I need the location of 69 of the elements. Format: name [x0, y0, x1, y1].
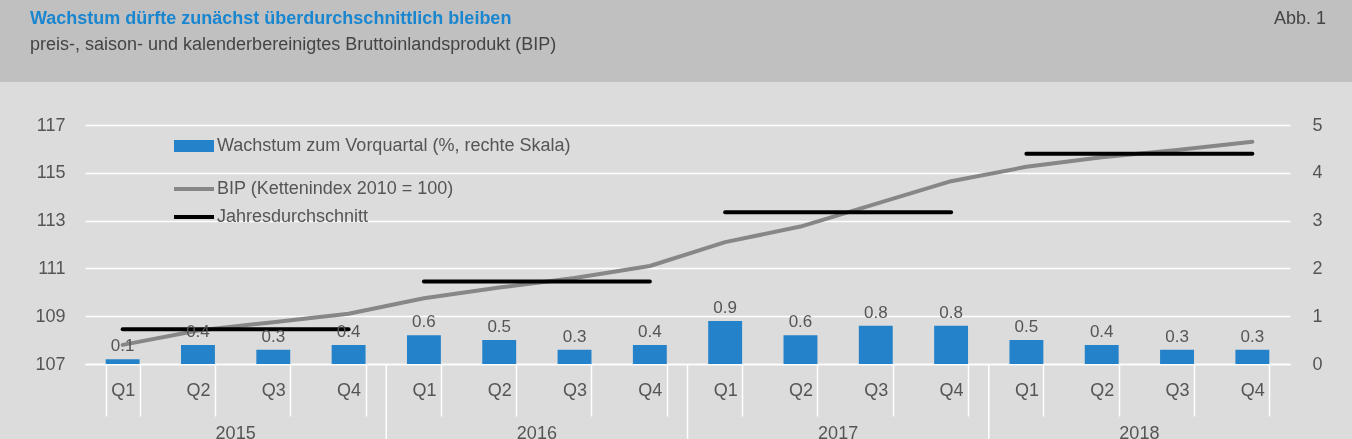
data-label: 0.6	[788, 312, 813, 332]
caption: Abb. 1	[1273, 8, 1326, 29]
y2-tick-label: 0	[1312, 353, 1323, 374]
x-tick-label: Q2	[487, 379, 512, 400]
x-tick-label: Q4	[638, 379, 663, 400]
text: 2017	[818, 423, 859, 439]
x-tick-label: Q2	[788, 379, 813, 400]
data-label: 0.4	[1089, 321, 1114, 341]
bar	[632, 344, 667, 364]
bar	[934, 325, 969, 364]
x-tick-label: Q4	[1240, 379, 1265, 400]
chart-title: Wachstum dürfte zunächst überdurchschnittlich bleiben	[30, 8, 512, 29]
data-label: 0.9	[713, 297, 737, 317]
x-tick-label: Q1	[111, 379, 136, 400]
data-label: 0.8	[939, 302, 963, 322]
y2-tick-label: 3	[1312, 210, 1323, 231]
bar	[1235, 349, 1270, 364]
text: 2015	[215, 423, 256, 439]
x-tick-label: Q3	[563, 379, 588, 400]
legend-label: Wachstum zum Vorquartal (%, rechte Skala)	[217, 135, 571, 155]
x-tick-label: Q4	[337, 379, 362, 400]
y2-tick-label: 2	[1312, 257, 1323, 278]
bar	[557, 349, 592, 364]
chart-subtitle: preis-, saison- und kalenderbereinigtes Bruttoinlandsprodukt (BIP)	[30, 34, 557, 55]
y-tick-label: 115	[36, 162, 66, 183]
data-label: 0.4	[638, 321, 662, 341]
data-label: 0.8	[863, 302, 888, 322]
bar	[1009, 340, 1044, 364]
data-label: 0.4	[186, 321, 210, 341]
bar	[1084, 344, 1119, 364]
y2-tick-label: 5	[1312, 114, 1323, 135]
data-label: 0.5	[1014, 317, 1039, 337]
bar	[708, 320, 743, 364]
x-tick-label: Q4	[939, 379, 964, 400]
y-tick-label: 117	[36, 114, 66, 135]
y-tick-label: 109	[35, 305, 66, 326]
bar	[331, 344, 366, 364]
x-tick-label: Q1	[412, 379, 437, 400]
bar	[105, 359, 140, 364]
text: 2016	[516, 423, 557, 439]
bar	[783, 335, 818, 364]
bar	[482, 340, 517, 364]
bar	[858, 325, 893, 364]
data-label: 0.5	[487, 317, 512, 337]
bar	[256, 349, 291, 364]
data-label: 0.1	[110, 336, 135, 356]
text: 2018	[1119, 423, 1160, 439]
y-tick-label: 107	[35, 353, 66, 374]
x-tick-label: Q1	[713, 379, 738, 400]
legend-label: BIP (Kettenindex 2010 = 100)	[217, 178, 454, 198]
y-tick-label: 113	[36, 210, 66, 231]
bar	[181, 344, 215, 364]
x-tick-label: Q3	[864, 379, 889, 400]
x-tick-label: Q2	[186, 379, 211, 400]
data-label: 0.3	[261, 326, 286, 346]
x-tick-label: Q3	[1165, 379, 1190, 400]
data-label: 0.3	[562, 326, 587, 346]
y2-tick-label: 4	[1312, 162, 1323, 183]
x-tick-label: Q2	[1090, 379, 1115, 400]
legend-label: Jahresdurchschnitt	[217, 206, 369, 226]
data-label: 0.3	[1240, 326, 1265, 346]
bar	[406, 335, 441, 364]
y-tick-label: 111	[38, 257, 66, 278]
x-tick-label: Q3	[261, 379, 286, 400]
data-label: 0.3	[1165, 326, 1189, 346]
bar	[1160, 349, 1194, 364]
y2-tick-label: 1	[1312, 305, 1323, 326]
data-label: 0.6	[412, 312, 436, 332]
x-tick-label: Q1	[1014, 379, 1039, 400]
